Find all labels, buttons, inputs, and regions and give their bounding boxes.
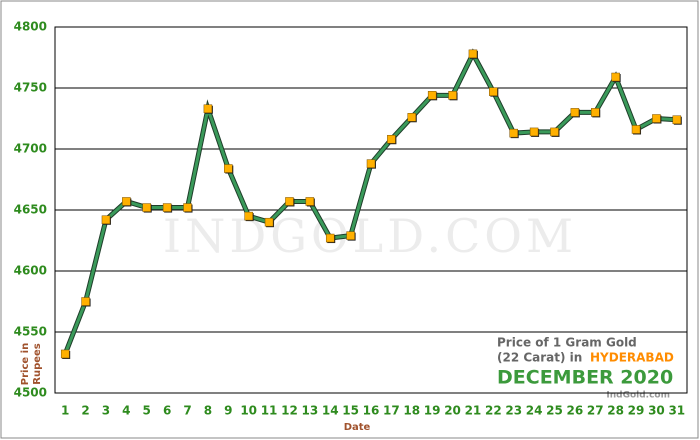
- x-tick-label: 16: [363, 404, 380, 418]
- marker: [570, 108, 580, 117]
- x-tick-label: 14: [322, 404, 339, 418]
- marker: [550, 127, 559, 137]
- source: IndGold.com: [606, 391, 670, 401]
- x-tick-label: 22: [485, 404, 502, 418]
- marker: [285, 197, 294, 206]
- marker: [366, 159, 376, 168]
- annotation-month: DECEMBER 2020: [497, 367, 673, 389]
- x-tick-label: 3: [102, 404, 110, 418]
- marker: [264, 217, 274, 227]
- marker: [224, 164, 233, 173]
- marker: [407, 113, 417, 122]
- x-tick-label: 6: [163, 404, 171, 418]
- marker: [122, 197, 131, 206]
- x-tick-label: 24: [526, 404, 543, 418]
- x-tick-label: 31: [668, 404, 685, 418]
- x-tick-label: 29: [628, 404, 645, 418]
- x-tick-label: 27: [587, 404, 604, 418]
- marker: [183, 203, 192, 212]
- plot-border: [54, 26, 688, 394]
- x-tick-label: 17: [383, 404, 400, 418]
- marker: [346, 231, 355, 240]
- marker: [591, 108, 600, 117]
- annotation: (22 Carat) in: [497, 351, 582, 365]
- marker: [387, 134, 396, 144]
- marker: [631, 125, 641, 134]
- y-tick-label: 4800: [14, 20, 47, 34]
- x-tick-label: 8: [204, 404, 212, 418]
- marker: [427, 91, 437, 100]
- x-tick-label: 19: [424, 404, 441, 418]
- marker: [203, 104, 213, 113]
- x-label: Date: [344, 422, 371, 433]
- marker: [325, 233, 335, 243]
- x-tick-label: 11: [261, 404, 278, 418]
- marker: [509, 128, 518, 138]
- x-tick-label: 12: [281, 404, 298, 418]
- y-tick-label: 4600: [14, 264, 47, 278]
- x-tick-label: 10: [240, 404, 257, 418]
- y-label: Price in: [20, 343, 31, 385]
- marker: [468, 49, 478, 59]
- x-tick-label: 30: [648, 404, 665, 418]
- x-tick-label: 28: [607, 404, 624, 418]
- x-tick-label: 5: [143, 404, 151, 418]
- annotation: Price of 1 Gram Gold: [497, 336, 637, 350]
- x-tick-label: 18: [403, 404, 420, 418]
- watermark: INDGOLD.COM: [163, 209, 577, 263]
- marker: [60, 349, 70, 359]
- x-tick-label: 23: [505, 404, 522, 418]
- x-tick-label: 13: [301, 404, 318, 418]
- marker: [652, 114, 661, 123]
- x-tick-label: 9: [224, 404, 232, 418]
- marker: [489, 87, 498, 96]
- x-tick-label: 1: [61, 404, 69, 418]
- y-tick-label: 4650: [14, 203, 47, 217]
- marker: [101, 215, 111, 225]
- x-tick-label: 2: [81, 404, 89, 418]
- marker: [244, 211, 253, 221]
- y-tick-label: 4700: [14, 142, 47, 156]
- x-tick-label: 7: [183, 404, 191, 418]
- marker: [529, 127, 539, 137]
- marker: [305, 197, 315, 206]
- x-tick-label: 25: [546, 404, 563, 418]
- marker: [162, 203, 172, 212]
- y-tick-label: 4550: [14, 325, 47, 339]
- marker: [448, 91, 457, 100]
- annotation-city: HYDERABAD: [590, 351, 674, 365]
- y-tick-label: 4750: [14, 81, 47, 95]
- marker: [142, 203, 151, 212]
- marker: [672, 115, 682, 124]
- x-tick-label: 20: [444, 404, 461, 418]
- x-tick-label: 21: [465, 404, 482, 418]
- x-tick-label: 26: [567, 404, 584, 418]
- y-label: Rupees: [32, 343, 43, 385]
- marker: [81, 297, 90, 306]
- marker: [611, 72, 620, 82]
- y-tick-label: 4500: [14, 386, 47, 400]
- x-tick-label: 15: [342, 404, 359, 418]
- x-tick-label: 4: [122, 404, 130, 418]
